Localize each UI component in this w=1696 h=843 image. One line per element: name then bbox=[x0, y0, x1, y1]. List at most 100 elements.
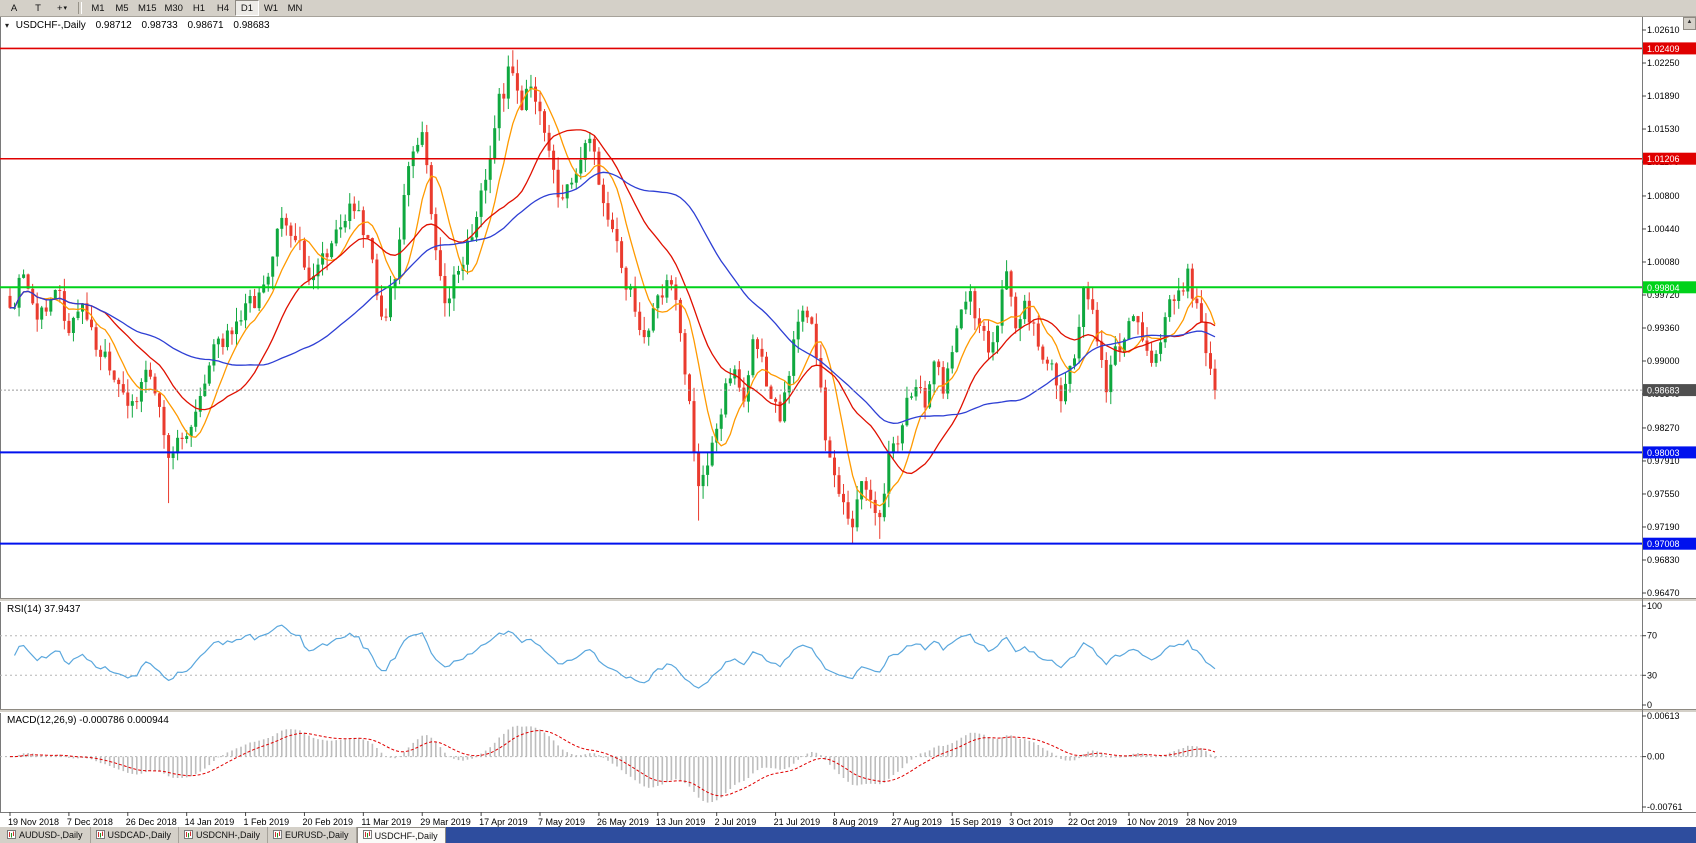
quote-low: 0.98671 bbox=[187, 20, 224, 31]
svg-text:27 Aug 2019: 27 Aug 2019 bbox=[891, 817, 942, 827]
svg-text:1.02250: 1.02250 bbox=[1647, 58, 1680, 68]
quote-high: 0.98733 bbox=[141, 20, 178, 31]
price-badge: 0.99804 bbox=[1643, 281, 1696, 294]
svg-text:1.00080: 1.00080 bbox=[1647, 257, 1680, 267]
svg-text:0.00: 0.00 bbox=[1647, 752, 1665, 762]
mini-chart-icon bbox=[362, 830, 372, 841]
crosshair-button[interactable]: + ▾ bbox=[50, 0, 74, 16]
mini-chart-icon bbox=[95, 829, 105, 841]
chart-canvas[interactable]: 1.026101.022501.018901.015301.011701.008… bbox=[0, 16, 1696, 827]
chart-tabs: AUDUSD-,Daily USDCAD-,Daily USDCNH-,Daily E… bbox=[0, 827, 446, 843]
scroll-up-button[interactable]: ▲ bbox=[1683, 17, 1696, 30]
svg-text:20 Feb 2019: 20 Feb 2019 bbox=[302, 817, 353, 827]
svg-text:2 Jul 2019: 2 Jul 2019 bbox=[715, 817, 757, 827]
chart-tab-eurusd[interactable]: EURUSD-,Daily bbox=[268, 827, 357, 843]
timeframe-button-h1[interactable]: H1 bbox=[192, 2, 206, 14]
svg-text:1.01206: 1.01206 bbox=[1647, 154, 1680, 164]
chart-tab-usdchf[interactable]: USDCHF-,Daily bbox=[356, 827, 446, 843]
svg-text:1.02610: 1.02610 bbox=[1647, 25, 1680, 35]
svg-text:7 Dec 2018: 7 Dec 2018 bbox=[67, 817, 113, 827]
chart-tab-label: AUDUSD-,Daily bbox=[19, 830, 83, 840]
timeframe-button-d1[interactable]: D1 bbox=[234, 0, 259, 16]
macd-label: MACD(12,26,9) -0.000786 0.000944 bbox=[7, 715, 169, 726]
timeframe-button-m30[interactable]: M30 bbox=[164, 2, 183, 14]
svg-text:7 May 2019: 7 May 2019 bbox=[538, 817, 585, 827]
toolbar-button-a[interactable]: A bbox=[10, 2, 18, 14]
mini-chart-icon bbox=[273, 829, 283, 841]
panel-separator[interactable] bbox=[0, 709, 1696, 713]
toolbar-button-t[interactable]: T bbox=[35, 2, 41, 14]
price-badge: 0.97008 bbox=[1643, 537, 1696, 550]
svg-text:0.99360: 0.99360 bbox=[1647, 323, 1680, 333]
svg-text:-0.00761: -0.00761 bbox=[1647, 802, 1683, 812]
svg-text:21 Jul 2019: 21 Jul 2019 bbox=[774, 817, 821, 827]
svg-text:0.97190: 0.97190 bbox=[1647, 522, 1680, 532]
chart-tab-label: EURUSD-,Daily bbox=[285, 830, 349, 840]
svg-text:10 Nov 2019: 10 Nov 2019 bbox=[1127, 817, 1178, 827]
panel-separator[interactable] bbox=[0, 598, 1696, 602]
timeframe-button-h4[interactable]: H4 bbox=[216, 2, 230, 14]
svg-text:0.97550: 0.97550 bbox=[1647, 489, 1680, 499]
svg-text:14 Jan 2019: 14 Jan 2019 bbox=[185, 817, 235, 827]
svg-text:28 Nov 2019: 28 Nov 2019 bbox=[1186, 817, 1237, 827]
quote-open: 0.98712 bbox=[95, 20, 132, 31]
svg-text:17 Apr 2019: 17 Apr 2019 bbox=[479, 817, 528, 827]
svg-text:30: 30 bbox=[1647, 670, 1657, 680]
svg-text:0.97910: 0.97910 bbox=[1647, 456, 1680, 466]
macd-histogram bbox=[9, 725, 1216, 803]
chart-tab-usdcnh[interactable]: USDCNH-,Daily bbox=[179, 827, 269, 843]
svg-text:0.98270: 0.98270 bbox=[1647, 423, 1680, 433]
timeframe-button-m15[interactable]: M15 bbox=[138, 2, 157, 14]
svg-text:13 Jun 2019: 13 Jun 2019 bbox=[656, 817, 706, 827]
svg-text:1.01530: 1.01530 bbox=[1647, 124, 1680, 134]
price-badge: 1.01206 bbox=[1643, 152, 1696, 165]
svg-text:1.01890: 1.01890 bbox=[1647, 91, 1680, 101]
svg-text:0.98003: 0.98003 bbox=[1647, 448, 1680, 458]
tabbar-empty-space bbox=[445, 827, 1696, 843]
mini-chart-icon bbox=[7, 829, 16, 841]
chart-symbol-period: USDCHF-,Daily bbox=[15, 20, 86, 31]
svg-text:26 May 2019: 26 May 2019 bbox=[597, 817, 649, 827]
svg-text:100: 100 bbox=[1647, 601, 1662, 611]
svg-text:0: 0 bbox=[1647, 700, 1652, 710]
svg-text:15 Sep 2019: 15 Sep 2019 bbox=[950, 817, 1001, 827]
chart-tab-audusd[interactable]: AUDUSD-,Daily bbox=[2, 827, 91, 843]
chart-tab-bar: AUDUSD-,Daily USDCAD-,Daily USDCNH-,Daily E… bbox=[0, 827, 1696, 843]
collapse-icon[interactable]: ▾ bbox=[5, 21, 10, 30]
timeframe-button-m1[interactable]: M1 bbox=[91, 2, 105, 14]
chart-tab-label: USDCHF-,Daily bbox=[374, 830, 438, 841]
mini-chart-icon bbox=[184, 829, 194, 841]
timeframe-button-m5[interactable]: M5 bbox=[115, 2, 129, 14]
svg-text:1.02409: 1.02409 bbox=[1647, 44, 1680, 54]
price-badge: 0.98683 bbox=[1643, 384, 1696, 397]
timeframe-button-w1[interactable]: W1 bbox=[263, 2, 279, 14]
top-toolbar: A T + ▾ M1 M5 M15 M30 H1 H4 D1 W1 MN bbox=[0, 0, 1696, 17]
toolbar-separator bbox=[78, 2, 82, 14]
svg-text:0.97008: 0.97008 bbox=[1647, 539, 1680, 549]
svg-text:0.96830: 0.96830 bbox=[1647, 555, 1680, 565]
chart-tab-usdcad[interactable]: USDCAD-,Daily bbox=[90, 827, 180, 843]
ma-slow-line bbox=[10, 171, 1216, 424]
svg-text:22 Oct 2019: 22 Oct 2019 bbox=[1068, 817, 1117, 827]
candles-layer bbox=[8, 50, 1217, 545]
chart-tab-label: USDCAD-,Daily bbox=[107, 830, 172, 840]
quote-close: 0.98683 bbox=[233, 20, 270, 31]
svg-text:8 Aug 2019: 8 Aug 2019 bbox=[832, 817, 878, 827]
svg-text:70: 70 bbox=[1647, 631, 1657, 641]
svg-text:29 Mar 2019: 29 Mar 2019 bbox=[420, 817, 471, 827]
svg-text:1 Feb 2019: 1 Feb 2019 bbox=[244, 817, 290, 827]
price-badge: 1.02409 bbox=[1643, 42, 1696, 55]
dropdown-caret-icon: ▾ bbox=[63, 5, 68, 12]
rsi-line bbox=[13, 624, 1216, 689]
ma-mid-line bbox=[10, 129, 1216, 475]
price-axis[interactable]: 1.026101.022501.018901.015301.011701.008… bbox=[1642, 16, 1683, 812]
svg-text:0.99000: 0.99000 bbox=[1647, 356, 1680, 366]
chart-tab-label: USDCNH-,Daily bbox=[196, 830, 261, 840]
chart-title: ▾ USDCHF-,Daily 0.98712 0.98733 0.98671 … bbox=[5, 20, 270, 31]
timeframe-button-mn[interactable]: MN bbox=[287, 2, 303, 14]
svg-text:19 Nov 2018: 19 Nov 2018 bbox=[8, 817, 59, 827]
crosshair-icon: + bbox=[56, 2, 63, 14]
svg-text:1.00800: 1.00800 bbox=[1647, 191, 1680, 201]
timeframe-group: M1 M5 M15 M30 H1 H4 D1 W1 MN bbox=[86, 0, 307, 16]
date-axis[interactable]: 19 Nov 2018 7 Dec 2018 26 Dec 2018 14 Jan 2… bbox=[0, 812, 1696, 827]
